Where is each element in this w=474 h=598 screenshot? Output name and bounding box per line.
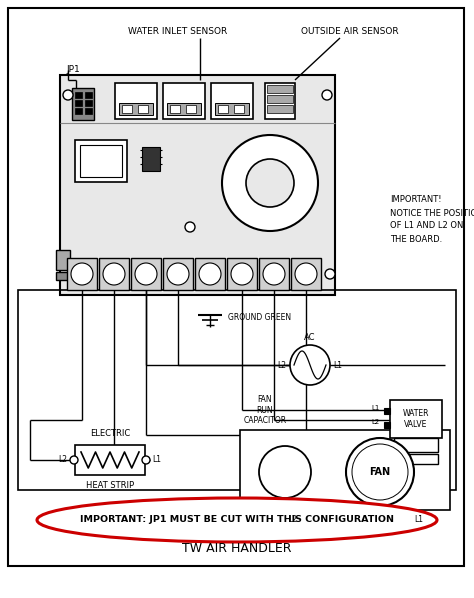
Circle shape [103,263,125,285]
Circle shape [135,263,157,285]
Bar [234,105,244,113]
Text: L1: L1 [334,361,343,370]
Bar [56,250,70,270]
Bar [80,145,122,177]
Bar [211,83,253,119]
Bar [186,105,196,113]
Bar [291,258,321,290]
Text: IMPORTANT!: IMPORTANT! [390,196,441,205]
Circle shape [259,446,311,498]
Bar [85,92,92,98]
Bar [215,103,249,115]
Bar [138,105,148,113]
Circle shape [167,263,189,285]
Bar [384,408,390,414]
Bar [115,83,157,119]
Text: IMPORTANT: JP1 MUST BE CUT WITH THIS CONFIGURATION: IMPORTANT: JP1 MUST BE CUT WITH THIS CON… [80,515,394,524]
Circle shape [71,263,93,285]
Circle shape [70,456,78,464]
Circle shape [263,263,285,285]
Bar [75,445,145,475]
Bar [18,290,456,490]
Bar [227,258,257,290]
Circle shape [142,456,150,464]
Bar [67,258,97,290]
Bar [163,83,205,119]
Bar [170,105,180,113]
Circle shape [246,159,294,207]
Text: THE BOARD.: THE BOARD. [390,234,442,243]
Text: JP1: JP1 [66,66,80,75]
Text: GROUND GREEN: GROUND GREEN [228,313,291,322]
Text: L2: L2 [277,361,286,370]
Bar [60,75,335,295]
Bar [240,430,450,510]
Bar [267,105,293,113]
Text: L1: L1 [414,515,423,524]
Bar [99,258,129,290]
Text: FAN: FAN [369,467,391,477]
Text: L2: L2 [289,515,298,524]
Text: HEAT STRIP: HEAT STRIP [86,481,134,490]
Bar [131,258,161,290]
Circle shape [199,263,221,285]
Bar [218,105,228,113]
Circle shape [352,444,408,500]
Circle shape [231,263,253,285]
Circle shape [185,222,195,232]
Bar [267,85,293,93]
Bar [259,258,289,290]
Bar [75,100,82,106]
Text: L1: L1 [372,405,380,411]
Bar [384,422,390,428]
Text: WATER
VALVE: WATER VALVE [403,409,429,429]
Bar [195,258,225,290]
Bar [72,88,94,120]
Text: OF L1 AND L2 ON: OF L1 AND L2 ON [390,221,464,230]
Text: OUTSIDE AIR SENSOR: OUTSIDE AIR SENSOR [301,28,399,36]
Text: NOTICE THE POSITION: NOTICE THE POSITION [390,209,474,218]
Text: L2: L2 [58,456,67,465]
Bar [390,400,442,438]
Circle shape [290,345,330,385]
Bar [75,108,82,114]
Bar [75,92,82,98]
Circle shape [295,263,317,285]
Bar [265,83,295,119]
Bar [142,147,160,171]
Bar [56,272,70,280]
Ellipse shape [37,498,437,542]
Bar [267,95,293,103]
Circle shape [325,269,335,279]
Bar [75,140,127,182]
Bar [394,454,438,464]
Text: L1: L1 [153,456,162,465]
Text: ELECTRIC: ELECTRIC [90,429,130,438]
Bar [394,438,438,452]
Text: L2: L2 [372,419,380,425]
Bar [85,100,92,106]
Circle shape [63,90,73,100]
Text: FAN
RUN
CAPACITOR: FAN RUN CAPACITOR [244,395,287,425]
Circle shape [346,438,414,506]
Circle shape [322,90,332,100]
Text: AC: AC [304,332,316,341]
Circle shape [222,135,318,231]
Bar [167,103,201,115]
Text: WATER INLET SENSOR: WATER INLET SENSOR [128,28,228,36]
Bar [85,108,92,114]
Text: TW AIR HANDLER: TW AIR HANDLER [182,542,292,554]
Bar [163,258,193,290]
Bar [122,105,132,113]
Bar [119,103,153,115]
